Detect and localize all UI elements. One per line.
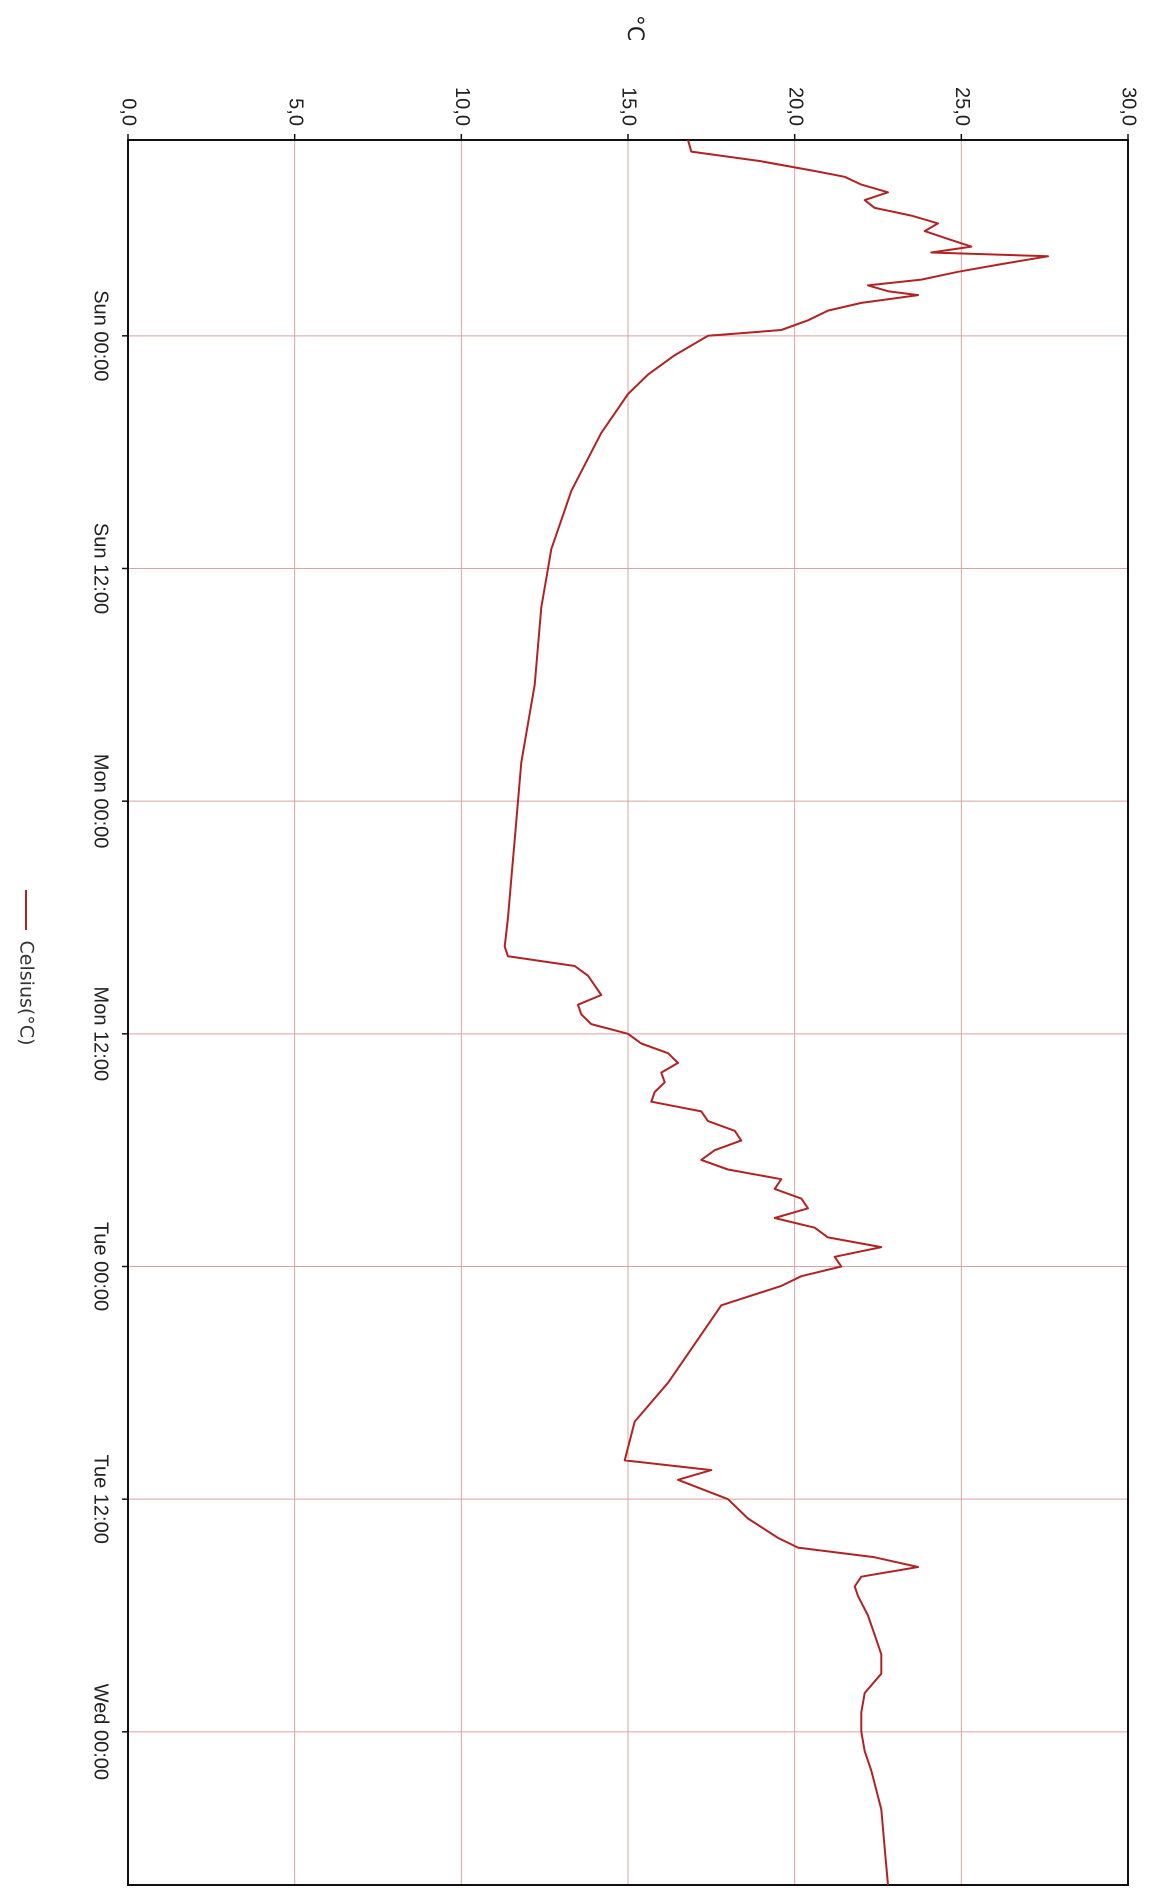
x-tick-label: Mon 00:00 [90,754,112,849]
y-tick-label: 0,0 [118,98,140,126]
series-line-celsius [503,139,1049,1886]
y-tick-label: 20,0 [784,87,806,126]
y-axis-ticks: 0,0 5,0 10,0 15,0 20,0 25,0 30,0 [118,87,1140,140]
y-tick-label: 10,0 [451,87,473,126]
legend: Celsius(°C) [16,890,38,1045]
x-tick-label: Tue 12:00 [90,1454,112,1543]
y-axis-title: °C [622,15,647,41]
y-tick-label: 25,0 [951,87,973,126]
y-tick-label: 30,0 [1118,87,1140,126]
x-tick-label: Mon 12:00 [90,987,112,1082]
x-tick-label: Wed 00:00 [90,1684,112,1780]
legend-label: Celsius(°C) [16,941,38,1046]
x-axis-ticks: Sun 00:00 Sun 12:00 Mon 00:00 Mon 12:00 Tue … [90,290,128,1780]
y-tick-label: 5,0 [284,98,306,126]
x-tick-label: Sun 00:00 [90,290,112,381]
y-tick-label: 15,0 [618,87,640,126]
x-tick-label: Sun 12:00 [90,523,112,614]
x-tick-label: Tue 00:00 [90,1222,112,1311]
grid-lines [128,140,1128,1885]
